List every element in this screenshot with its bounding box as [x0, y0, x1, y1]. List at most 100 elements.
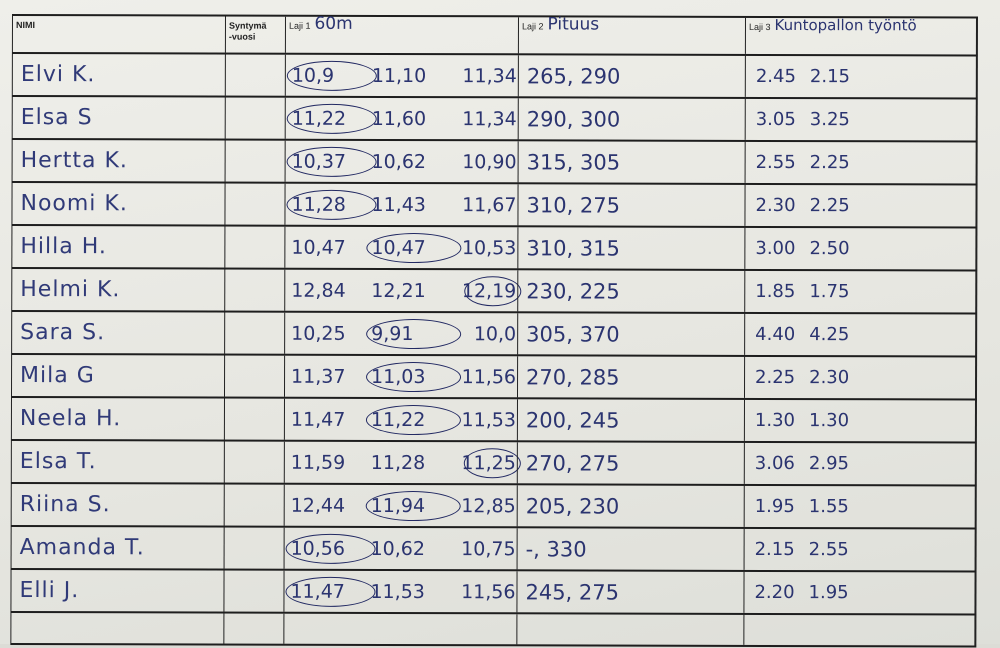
athlete-name: Elsa T.: [19, 449, 97, 475]
event2-cell: 310, 275: [517, 184, 745, 226]
athlete-name: Neela H.: [19, 406, 122, 432]
name-cell: Amanda T.: [10, 526, 224, 569]
athlete-name: Helmi K.: [20, 277, 121, 303]
results-table: NIMI Syntymä-vuosi Laji 1 60m Laji 2 Pituu…: [10, 14, 978, 648]
athlete-name: Elli J.: [19, 578, 80, 604]
time-value: 11,34: [462, 107, 517, 130]
throw-value: 2.30: [809, 367, 850, 389]
throw-value: 2.15: [754, 538, 795, 561]
birth-year-cell: [223, 527, 284, 569]
event3-cell: 2.45 2.15: [744, 55, 978, 98]
best-time-circled: 11,22: [292, 107, 372, 129]
throw-value: 3.25: [809, 109, 850, 131]
throw-value: 3.06: [754, 452, 795, 475]
throw-value: 3.05: [755, 108, 796, 131]
time-value: 11,60: [371, 107, 427, 130]
time-value: 11,47: [290, 408, 346, 431]
table-row: Elli J. 11,47 11,53 11,56 245, 275 2.20 1.9…: [10, 569, 977, 616]
table-row: Noomi K. 11,28 11,43 11,67 310, 275 2.30 2.…: [11, 182, 978, 229]
event3-cell: 3.05 3.25: [744, 98, 978, 141]
table-row: Helmi K. 12,84 12,21 12,19 230, 225 1.85 1.…: [11, 268, 978, 315]
event3-label: Laji 3: [748, 21, 771, 32]
time-value: 12,85: [461, 494, 516, 517]
best-time-circled: 10,56: [291, 537, 371, 559]
name-cell: Elli J.: [10, 569, 224, 612]
event3-cell: 2.30 2.25: [744, 184, 978, 227]
best-time-circled: 10,9: [292, 64, 372, 86]
birth-year-cell: [224, 269, 285, 311]
event2-name: Pituus: [547, 14, 600, 35]
time-value: 11,34: [462, 64, 517, 87]
event1-cell: 10,25 9,91 10,0: [284, 312, 518, 355]
time-value: 11,56: [461, 365, 517, 388]
time-value: 11,59: [290, 451, 346, 474]
athlete-name: Elvi K.: [20, 62, 96, 88]
jump-values: 270, 275: [525, 450, 620, 476]
header-name: NIMI: [11, 15, 225, 53]
birth-year-cell: [224, 226, 285, 268]
jump-values: 310, 315: [526, 235, 620, 261]
throw-value: 2.20: [754, 581, 795, 604]
name-cell: Neela H.: [10, 397, 224, 440]
time-value: 10,47: [291, 236, 346, 259]
throw-value: 2.50: [809, 238, 850, 260]
athlete-name: Hertta K.: [20, 148, 128, 174]
throw-value: 1.95: [808, 582, 849, 604]
birth-year-cell: [224, 97, 285, 139]
empty-cell: [516, 614, 744, 645]
event1-cell: 11,22 11,60 11,34: [284, 97, 518, 140]
table-row: Amanda T. 10,56 10,62 10,75 -, 330 2.15 2.5…: [10, 526, 977, 573]
empty-cell: [283, 613, 517, 645]
athlete-name: Noomi K.: [20, 191, 128, 217]
name-cell: Riina S.: [10, 483, 224, 526]
event2-cell: 290, 300: [517, 98, 745, 140]
best-time-circled: 12,19: [456, 280, 516, 302]
empty-cell: [223, 613, 284, 644]
event2-cell: 265, 290: [517, 55, 745, 97]
best-time-circled: 11,47: [290, 580, 370, 602]
athlete-name: Hilla H.: [20, 234, 107, 260]
birth-year-cell: [223, 441, 284, 483]
header-birth-year: Syntymä-vuosi: [224, 16, 285, 53]
birth-year-cell: [223, 355, 285, 397]
event2-cell: 315, 305: [517, 141, 745, 183]
time-value: 11,56: [461, 580, 516, 603]
event3-name: Kuntopallon työntö: [774, 15, 917, 35]
time-value: 12,84: [291, 279, 346, 302]
best-time-circled: 10,37: [292, 150, 372, 172]
event2-cell: 205, 230: [516, 485, 744, 527]
throw-value: 2.95: [808, 453, 850, 475]
table-row: Riina S. 12,44 11,94 12,85 205, 230 1.95 1.…: [10, 483, 977, 530]
jump-values: 230, 225: [526, 278, 620, 304]
time-value: 11,53: [370, 580, 425, 603]
event1-name: 60m: [314, 13, 353, 34]
best-time-circled: 11,94: [371, 494, 456, 516]
time-value: 11,28: [370, 451, 426, 474]
time-value: 11,10: [371, 64, 427, 87]
throw-value: 1.30: [808, 410, 850, 432]
birth-year-cell: [223, 484, 284, 526]
event3-cell: 1.95 1.55: [743, 485, 977, 528]
event1-cell: 10,9 11,10 11,34: [284, 54, 518, 97]
header-event1: Laji 1 60m: [284, 13, 518, 54]
event2-cell: 270, 275: [516, 442, 744, 484]
time-value: 11,37: [291, 365, 346, 388]
throw-value: 1.55: [808, 496, 849, 518]
best-time-circled: 10,47: [371, 236, 456, 258]
event1-label: Laji 1: [288, 20, 311, 31]
jump-values: -, 330: [525, 536, 587, 562]
best-time-circled: 11,28: [291, 193, 371, 215]
header-event3: Laji 3 Kuntopallon työntö: [744, 15, 978, 55]
throw-value: 2.55: [755, 151, 796, 174]
best-time-circled: 11,25: [456, 452, 515, 474]
time-value: 11,67: [462, 193, 517, 216]
name-cell: Hilla H.: [11, 225, 225, 268]
time-value: 10,0: [473, 322, 517, 345]
event2-cell: 270, 285: [516, 356, 745, 398]
table-row: Hertta K. 10,37 10,62 10,90 315, 305 2.55 2…: [11, 139, 978, 186]
event1-cell: 11,59 11,28 11,25: [283, 441, 517, 484]
throw-value: 4.25: [809, 324, 850, 346]
time-value: 12,44: [290, 494, 346, 517]
empty-cell: [743, 614, 977, 646]
